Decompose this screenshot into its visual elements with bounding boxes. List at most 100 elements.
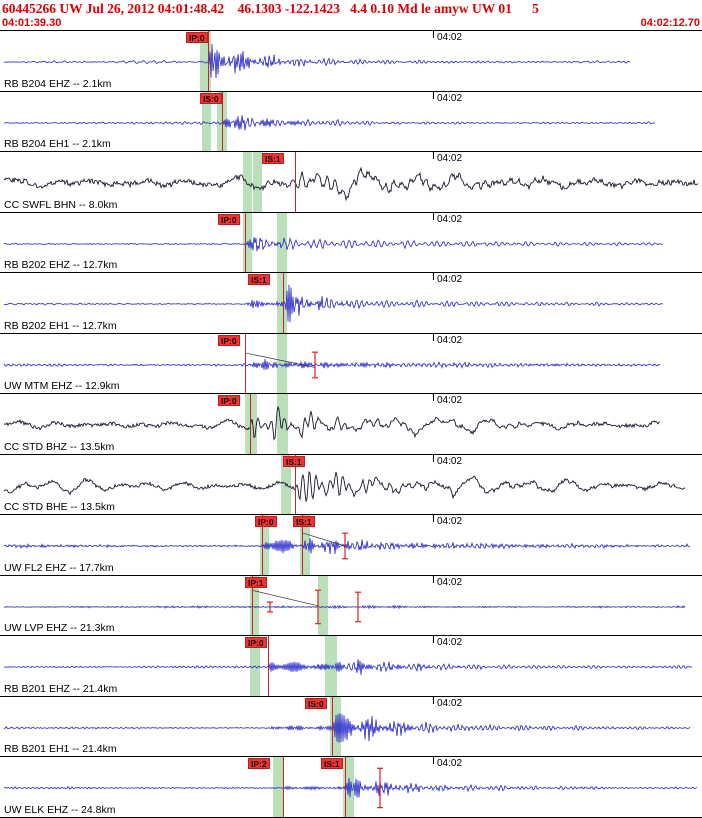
pick-flag[interactable]: IP:1 (245, 576, 267, 588)
amplitude-mark[interactable] (377, 768, 383, 809)
time-gridline-label: 04:02 (437, 758, 463, 770)
time-tick (433, 757, 434, 765)
trace-row[interactable]: 04:02 UW ELK EHZ -- 24.8km IP:2 IS:1 (0, 757, 702, 818)
waveform[interactable] (0, 31, 702, 91)
association-line (251, 589, 319, 606)
waveform[interactable] (0, 515, 702, 575)
pick-time-line[interactable] (345, 757, 346, 817)
waveform[interactable] (0, 334, 702, 394)
theoretical-arrival-band (318, 575, 328, 636)
trace-row[interactable]: 04:02 CC SWFL BHN -- 8.0km IS:1 (0, 152, 702, 213)
amplitude-mark[interactable] (267, 601, 273, 613)
theoretical-arrival-band (243, 152, 252, 212)
amplitude-mark[interactable] (355, 591, 361, 623)
theoretical-arrival-band (250, 636, 260, 696)
time-tick (433, 515, 434, 523)
pick-time-line[interactable] (283, 757, 284, 817)
pick-time-line[interactable] (295, 152, 296, 212)
waveform[interactable] (0, 757, 702, 817)
waveform-trace[interactable] (3, 713, 691, 743)
pick-time-line[interactable] (245, 333, 246, 394)
pick-flag[interactable]: IP:0 (218, 334, 240, 346)
pick-time-line[interactable] (208, 31, 209, 91)
trace-row[interactable]: 04:02 RB B202 EHZ -- 12.7km IP:0 (0, 212, 702, 274)
station-label: CC SWFL BHN -- 8.0km (4, 198, 118, 211)
trace-row[interactable]: 04:02 CC STD BHZ -- 13.5km IP:0 (0, 394, 702, 455)
station-label: RB B201 EHZ -- 21.4km (4, 682, 118, 695)
pick-time-line[interactable] (222, 91, 223, 152)
pick-flag[interactable]: IP:0 (186, 32, 208, 43)
pick-time-line[interactable] (332, 696, 333, 757)
waveform-trace[interactable] (3, 43, 631, 78)
trace-row[interactable]: 04:02 RB B204 EHZ -- 2.1km IP:0 (0, 31, 702, 92)
pick-time-line[interactable] (268, 636, 269, 696)
pick-time-line[interactable] (245, 212, 246, 273)
pick-flag[interactable]: IS:1 (248, 274, 270, 286)
trace-row[interactable]: 04:02 RB B201 EHZ -- 21.4km IP:0 (0, 636, 702, 697)
waveform-trace[interactable] (3, 604, 686, 610)
pick-flag[interactable]: IS:1 (283, 455, 305, 467)
pick-flag[interactable]: IS:0 (200, 92, 222, 104)
time-tick (433, 152, 434, 160)
waveform-trace[interactable] (3, 358, 661, 370)
pick-time-line[interactable] (283, 273, 284, 333)
waveform-trace[interactable] (3, 538, 691, 555)
station-label: RB B204 EHZ -- 2.1km (4, 77, 112, 90)
waveform[interactable] (0, 455, 702, 515)
waveform[interactable] (0, 152, 702, 212)
pick-flag[interactable]: IP:0 (218, 213, 240, 225)
time-tick (433, 31, 434, 38)
event-header: 60445266 UW Jul 26, 2012 04:01:48.42 46.… (2, 1, 539, 16)
waveform-trace[interactable] (3, 406, 661, 441)
pick-time-line[interactable] (250, 394, 251, 454)
station-label: UW FL2 EHZ -- 17.7km (4, 561, 114, 574)
waveform[interactable] (0, 273, 702, 333)
trace-row[interactable]: 04:02 UW MTM EHZ -- 12.9km IP:0 (0, 333, 702, 395)
theoretical-arrival-band (273, 757, 283, 817)
amplitude-mark[interactable] (312, 351, 318, 378)
pick-flag[interactable]: IP:0 (218, 395, 240, 407)
theoretical-arrival-band (260, 515, 269, 575)
time-tick (433, 454, 434, 462)
waveform-trace[interactable] (3, 778, 698, 798)
pick-flag[interactable]: IS:1 (321, 758, 343, 770)
station-label: UW ELK EHZ -- 24.8km (4, 803, 116, 816)
waveform-trace[interactable] (3, 114, 656, 130)
time-gridline-label: 04:02 (437, 274, 463, 286)
waveform[interactable] (0, 697, 702, 757)
station-label: CC STD BHE -- 13.5km (4, 501, 115, 514)
trace-row[interactable]: 04:02 RB B202 EH1 -- 12.7km IS:1 (0, 273, 702, 334)
waveform-trace[interactable] (3, 470, 686, 502)
trace-row[interactable]: 04:02 RB B201 EH1 -- 21.4km IS:0 (0, 696, 702, 758)
pick-flag[interactable]: IP:2 (248, 758, 270, 770)
pick-flag[interactable]: IS:1 (262, 153, 284, 165)
time-gridline-label: 04:02 (437, 32, 463, 43)
trace-row[interactable]: 04:02 UW FL2 EHZ -- 17.7km IP:0 IS:1 (0, 515, 702, 576)
waveform[interactable] (0, 576, 702, 636)
trace-row[interactable]: 04:02 RB B204 EH1 -- 2.1km IS:0 (0, 91, 702, 153)
pick-time-line[interactable] (262, 515, 263, 575)
pick-flag[interactable]: IP:0 (245, 637, 267, 649)
time-tick (433, 394, 434, 402)
time-tick (433, 696, 434, 704)
waveform[interactable] (0, 213, 702, 273)
waveform[interactable] (0, 636, 702, 696)
time-gridline-label: 04:02 (437, 637, 463, 649)
pick-time-line[interactable] (252, 575, 253, 636)
waveform[interactable] (0, 394, 702, 454)
pick-time-line[interactable] (295, 454, 296, 515)
trace-row[interactable]: 04:02 UW LVP EHZ -- 21.3km IP:1 (0, 575, 702, 637)
pick-time-line[interactable] (302, 515, 303, 575)
time-tick (433, 575, 434, 583)
time-gridline-label: 04:02 (437, 697, 463, 709)
pick-flag[interactable]: IS:1 (293, 516, 315, 528)
waveform-trace[interactable] (3, 659, 693, 676)
trace-row[interactable]: 04:02 CC STD BHE -- 13.5km IS:1 (0, 454, 702, 516)
pick-flag[interactable]: IS:0 (305, 697, 327, 709)
amplitude-mark[interactable] (315, 589, 321, 625)
waveform[interactable] (0, 92, 702, 152)
waveform-trace[interactable] (3, 284, 664, 323)
waveform-trace[interactable] (3, 166, 699, 202)
pick-flag[interactable]: IP:0 (255, 516, 277, 528)
waveform-trace[interactable] (3, 236, 664, 251)
